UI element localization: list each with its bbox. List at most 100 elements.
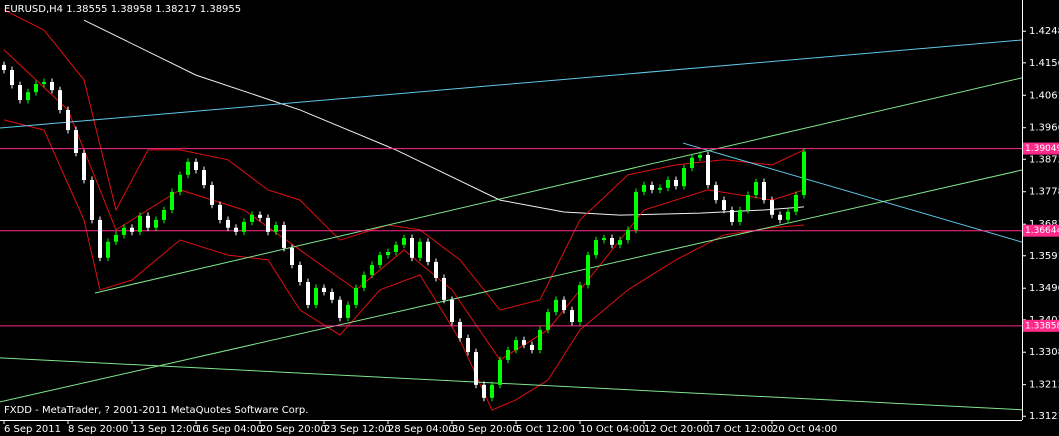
candle-body (122, 227, 126, 235)
candle-body (690, 157, 694, 168)
level-label-box (1023, 224, 1059, 237)
candle-body (346, 304, 350, 318)
candle-body (634, 191, 638, 230)
candle-body (442, 277, 446, 300)
candle-body (226, 219, 230, 228)
candle-body (722, 200, 726, 210)
candle-body (498, 359, 502, 385)
candle-body (298, 264, 302, 283)
plot (0, 9, 1022, 411)
candle-body (490, 384, 494, 398)
candle-body (378, 255, 382, 265)
candle-body (738, 210, 742, 222)
candle-body (778, 214, 782, 220)
y-tick-label: 1.38735 (1029, 154, 1059, 165)
x-tick-label: 30 Sep 20:00 (452, 424, 519, 435)
x-tick-label: 23 Sep 12:00 (324, 424, 391, 435)
level-label: 1.33858 (1025, 321, 1059, 331)
candle-body (66, 109, 70, 131)
candle-body (458, 322, 462, 339)
candle-body (650, 185, 654, 190)
candle-body (274, 225, 278, 232)
indicator-line (0, 39, 1022, 129)
x-tick-label: 28 Sep 04:00 (388, 424, 455, 435)
candle-body (242, 221, 246, 232)
level-label: 1.39049 (1025, 144, 1059, 154)
candle-body (530, 344, 534, 350)
candle-body (562, 299, 566, 311)
y-tick-label: 1.32135 (1029, 380, 1059, 391)
candle-body (522, 340, 526, 345)
y-tick-label: 1.36835 (1029, 219, 1059, 230)
candle-body (258, 214, 262, 218)
x-tick-label: 17 Oct 12:00 (708, 424, 773, 435)
candle-body (658, 187, 662, 190)
candle-body (394, 244, 398, 252)
indicator-line (3, 49, 805, 361)
candle-body (290, 247, 294, 265)
candle-body (466, 338, 470, 353)
candle-body (474, 352, 478, 385)
candle-body (802, 151, 806, 195)
indicator-line (0, 169, 1022, 403)
candle-body (386, 252, 390, 256)
candle-body (794, 194, 798, 212)
candle-body (770, 200, 774, 215)
x-tick-label: 20 Oct 04:00 (772, 424, 837, 435)
candle-body (50, 81, 54, 91)
candle-body (362, 274, 366, 288)
candle-body (90, 179, 94, 220)
candle-body (210, 185, 214, 205)
indicator-line (3, 119, 805, 411)
candle-body (106, 241, 110, 258)
candle-body (306, 282, 310, 305)
candle-body (570, 310, 574, 322)
candle-body (170, 191, 174, 210)
candle-body (338, 299, 342, 318)
x-tick-label: 10 Oct 04:00 (580, 424, 645, 435)
candle-body (666, 179, 670, 188)
candle-body (314, 287, 318, 305)
candle-body (706, 155, 710, 186)
candle-body (138, 215, 142, 232)
candle-body (98, 219, 102, 258)
y-tick-label: 1.31210 (1029, 411, 1059, 422)
candle-body (554, 299, 558, 313)
indicator-line (94, 77, 1022, 294)
candle-body (266, 217, 270, 232)
indicator-line (682, 142, 1022, 243)
y-tick-label: 1.41560 (1029, 58, 1059, 69)
candle-body (42, 81, 46, 84)
candle-body (682, 168, 686, 187)
candle-body (514, 340, 518, 350)
candle-body (426, 241, 430, 262)
candle-body (578, 285, 582, 322)
candle-body (434, 261, 438, 278)
candle-body (370, 264, 374, 275)
candle-body (330, 291, 334, 300)
candle-body (178, 174, 182, 192)
x-tick-label: 5 Oct 12:00 (516, 424, 575, 435)
level-label-box (1023, 319, 1059, 332)
y-tick-label: 1.37785 (1029, 187, 1059, 198)
candle-body (154, 219, 158, 228)
level-label: 1.36644 (1025, 226, 1059, 236)
candle-body (202, 170, 206, 186)
y-tick-label: 1.35910 (1029, 251, 1059, 262)
candle-body (786, 211, 790, 220)
candle-body (194, 161, 198, 171)
candle-body (714, 185, 718, 201)
candle-body (18, 85, 22, 101)
candle-body (2, 64, 6, 70)
level-label-box (1023, 142, 1059, 155)
candle-body (618, 240, 622, 245)
indicator-line (0, 357, 1022, 411)
y-tick-label: 1.34960 (1029, 283, 1059, 294)
x-tick-label: 16 Sep 04:00 (196, 424, 263, 435)
candle-body (34, 84, 38, 93)
y-tick-label: 1.42485 (1029, 26, 1059, 37)
candle-body (762, 182, 766, 201)
candle-body (10, 70, 14, 86)
candle-body (482, 384, 486, 398)
